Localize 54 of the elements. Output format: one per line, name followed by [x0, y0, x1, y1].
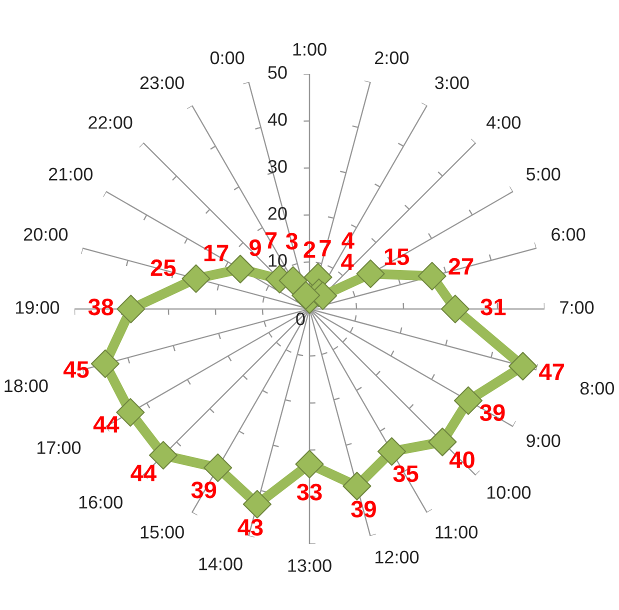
data-label: 43 — [238, 518, 263, 536]
spoke-label: 19:00 — [16, 301, 60, 314]
y-tick-label: 0 — [296, 312, 305, 326]
spoke-label: 8:00 — [580, 382, 614, 395]
data-label: 45 — [63, 361, 89, 378]
data-label: 33 — [296, 484, 322, 500]
data-label: 39 — [480, 404, 505, 422]
data-label: 17 — [204, 244, 228, 262]
spoke-label: 10:00 — [487, 486, 531, 499]
spoke-label: 23:00 — [140, 76, 184, 90]
data-label: 2 — [304, 241, 316, 258]
data-label: 15 — [384, 248, 410, 266]
spoke-label: 18:00 — [4, 379, 48, 392]
data-label: 38 — [88, 298, 114, 316]
data-label: 4 — [342, 232, 354, 249]
data-label: 7 — [320, 240, 331, 256]
spoke-label: 7:00 — [560, 301, 594, 314]
y-tick-label: 20 — [268, 207, 287, 220]
spoke-label: 11:00 — [436, 526, 478, 539]
y-tick-label: 30 — [268, 160, 287, 173]
spoke-label: 13:00 — [288, 559, 332, 572]
spoke-label: 1:00 — [293, 42, 326, 56]
data-label: 44 — [130, 464, 156, 482]
data-label: 25 — [150, 259, 176, 276]
spoke-label: 21:00 — [48, 168, 93, 181]
spoke-label: 14:00 — [199, 558, 242, 570]
spoke-label: 20:00 — [24, 228, 68, 241]
y-tick-label: 10 — [268, 254, 287, 267]
data-label: 44 — [93, 416, 120, 433]
spoke-label: 16:00 — [79, 496, 122, 509]
data-label: 39 — [351, 500, 376, 518]
spoke-label: 15:00 — [140, 526, 184, 539]
spoke-label: 2:00 — [375, 51, 409, 64]
data-label: 40 — [449, 451, 474, 468]
spoke-label: 12:00 — [376, 550, 419, 564]
y-tick-label: 40 — [268, 113, 287, 126]
data-label: 31 — [480, 298, 506, 316]
spoke-label: 6:00 — [552, 228, 586, 241]
data-label: 9 — [250, 239, 261, 256]
data-label: 4 — [341, 254, 354, 270]
data-label: 35 — [393, 465, 418, 482]
spoke-label: 3:00 — [435, 76, 469, 90]
spoke-label: 22:00 — [88, 116, 132, 129]
y-tick-label: 50 — [268, 66, 287, 79]
data-label: 3 — [286, 232, 298, 250]
data-label: 39 — [191, 482, 216, 498]
spoke-label: 0:00 — [210, 51, 244, 64]
spoke-label: 17:00 — [37, 441, 81, 454]
spoke-label: 9:00 — [526, 434, 560, 448]
data-label: 47 — [539, 364, 564, 380]
data-label: 7 — [266, 232, 277, 249]
spoke-label: 4:00 — [486, 116, 521, 129]
spoke-label: 5:00 — [526, 168, 560, 181]
data-label: 27 — [448, 258, 474, 274]
